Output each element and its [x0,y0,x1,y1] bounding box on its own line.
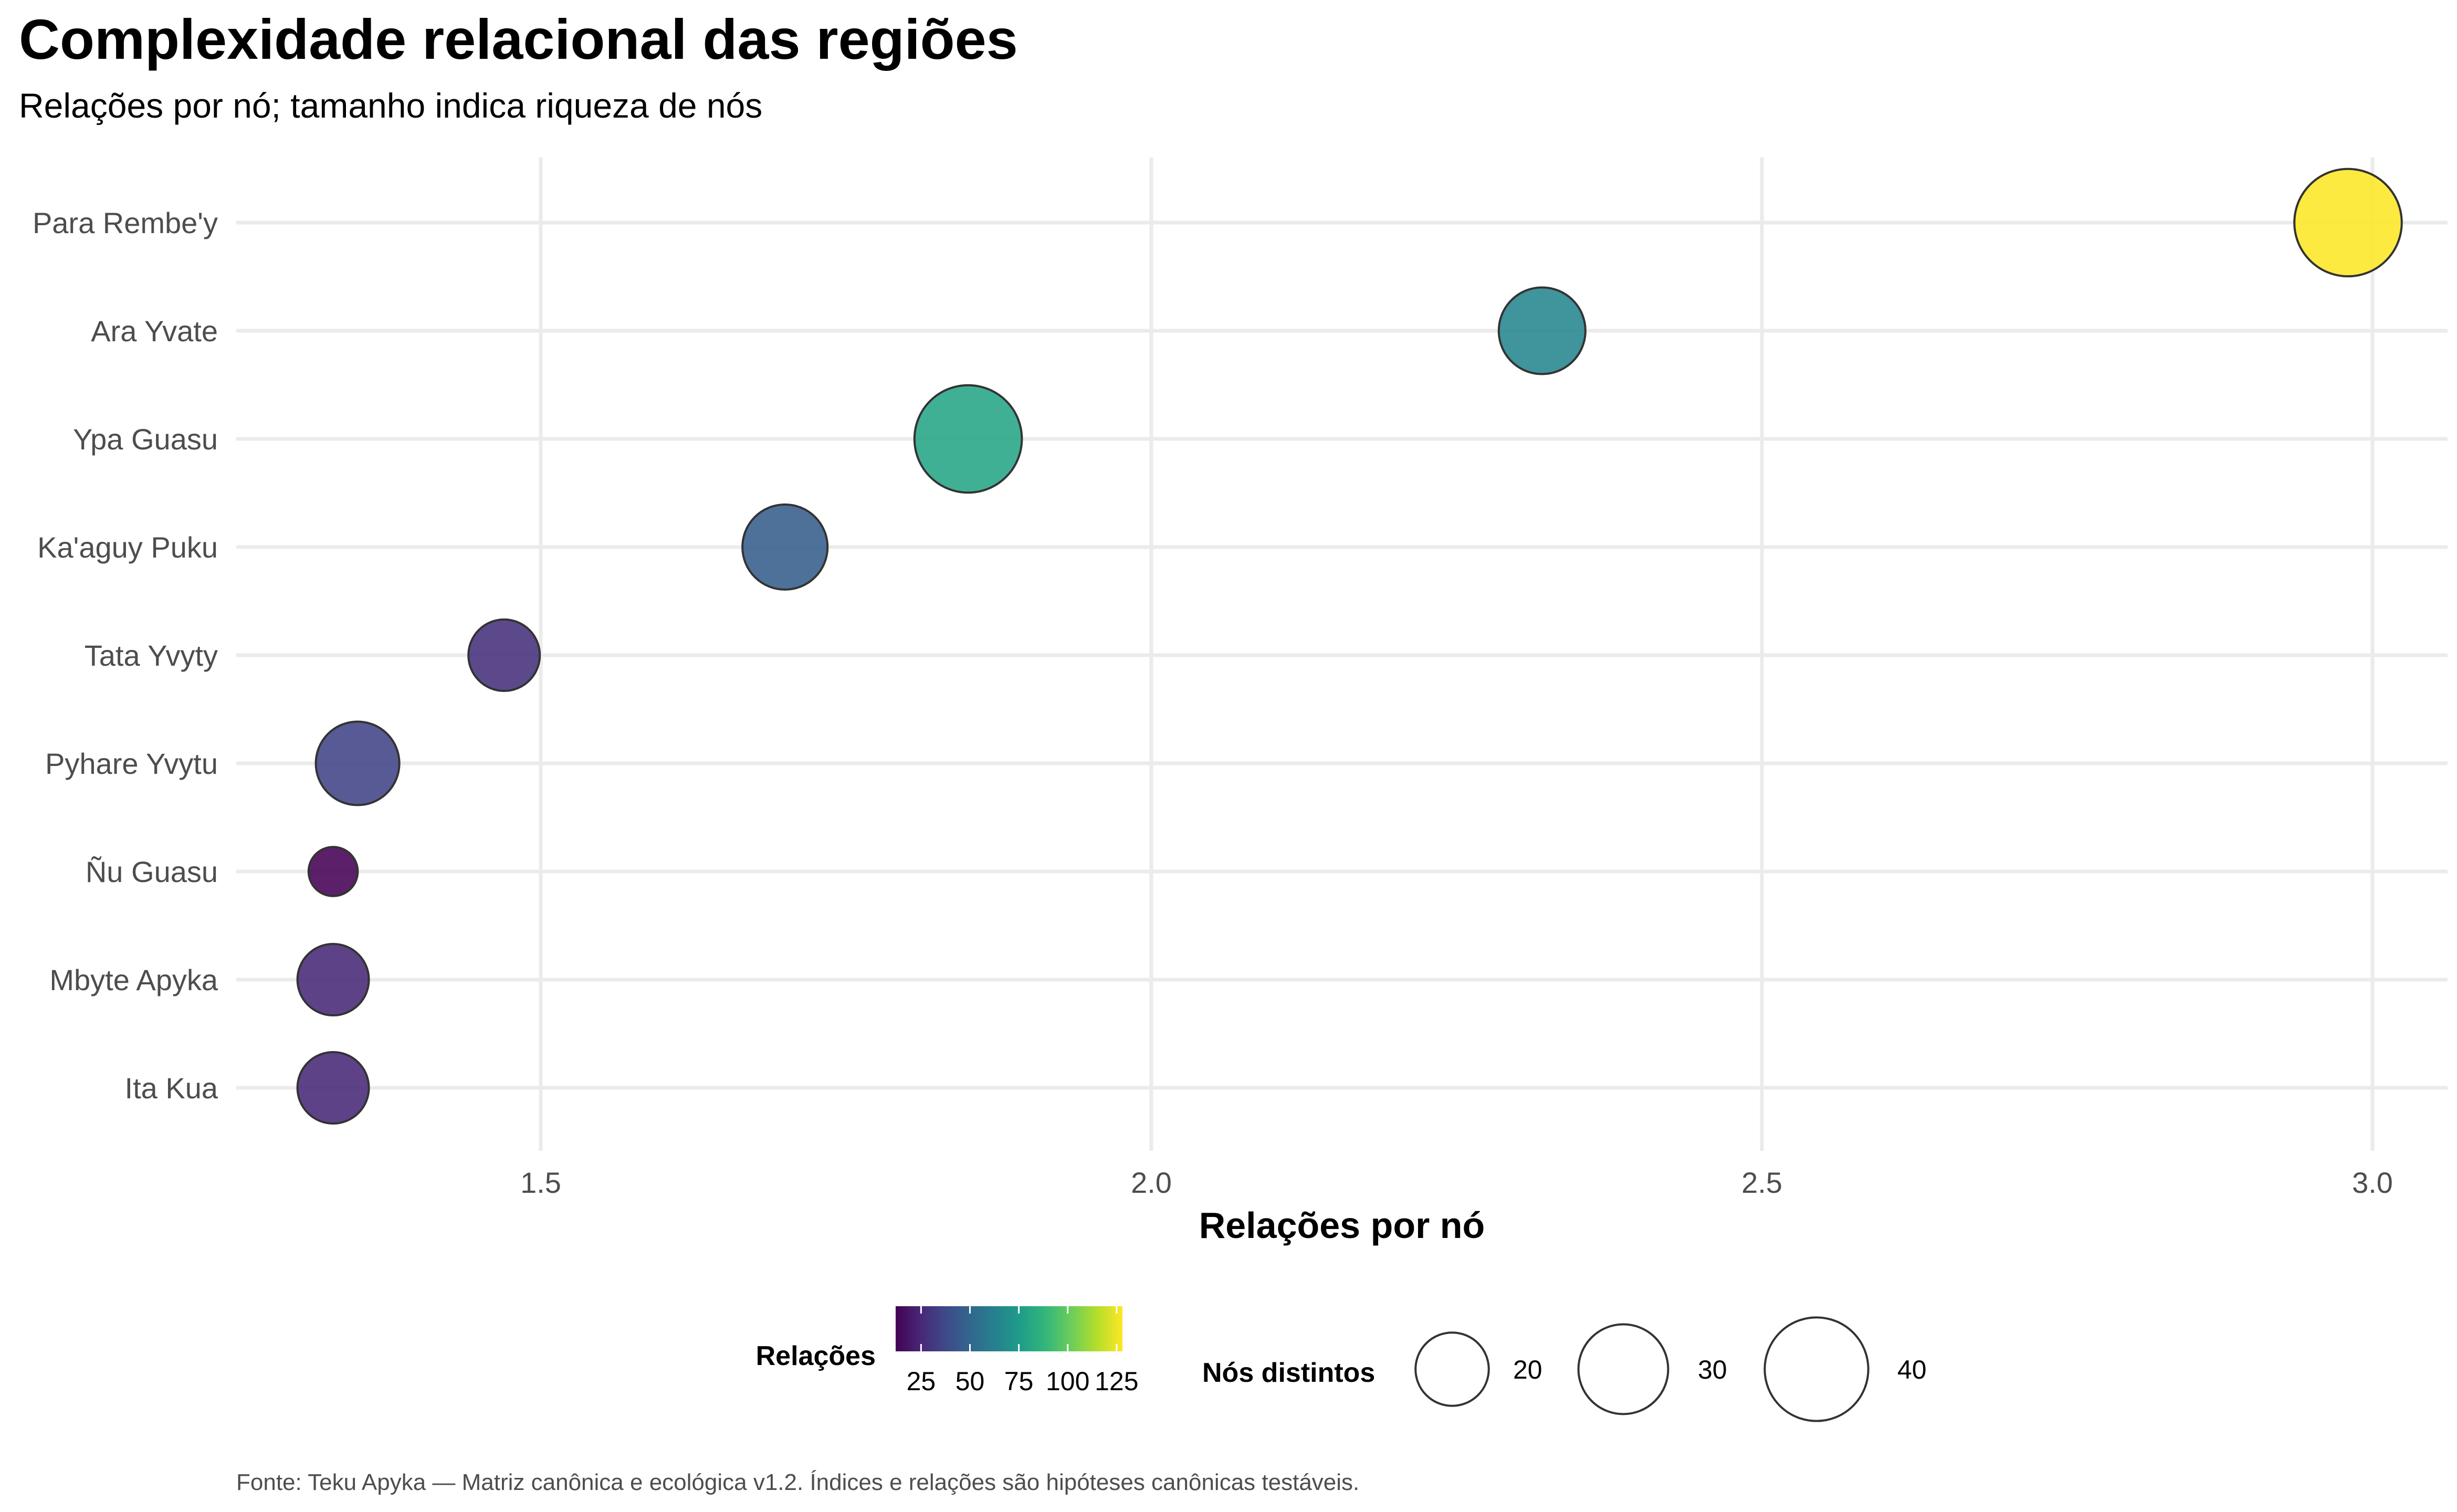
y-tick-label: Ypa Guasu [73,423,218,456]
data-point [296,943,370,1016]
chart-subtitle: Relações por nó; tamanho indica riqueza … [19,86,762,125]
y-tick-label: Para Rembe'y [33,206,218,239]
size-legend-circle [1414,1331,1490,1407]
color-legend-title: Relações [756,1341,876,1371]
y-tick-label: Mbyte Apyka [49,963,218,996]
size-legend-items: 20 30 40 [1414,1316,1927,1422]
chart-caption: Fonte: Teku Apyka — Matriz canônica e ec… [236,1469,1359,1495]
y-tick-label: Tata Yvyty [85,639,218,672]
color-legend-label: 75 [1004,1367,1034,1396]
y-tick-label: Pyhare Yvytu [45,747,218,780]
x-axis-label: Relações por nó [1199,1205,1485,1246]
size-legend-circle [1763,1316,1870,1422]
data-point [296,1051,370,1125]
data-point [314,720,401,806]
data-point [913,384,1023,494]
x-tick-label: 2.0 [1131,1166,1172,1199]
data-point [2293,167,2403,278]
data-point [741,503,829,591]
y-axis-ticks: Para Rembe'y Ara Yvate Ypa Guasu Ka'aguy Pu… [33,206,218,1105]
legend: Relações 25 50 75 100 125 Nós distintos 20 30… [756,1306,1927,1422]
x-axis-ticks: 1.5 2.0 2.5 3.0 [520,1166,2393,1199]
size-legend-label: 30 [1698,1355,1727,1384]
chart-title: Complexidade relacional das regiões [19,7,1018,71]
y-tick-label: Ara Yvate [91,314,218,348]
color-legend-label: 100 [1046,1367,1089,1396]
color-legend-label: 25 [907,1367,936,1396]
size-legend-title: Nós distintos [1202,1358,1375,1388]
size-legend-label: 20 [1513,1355,1542,1384]
data-point [1497,286,1587,375]
size-legend-label: 40 [1897,1355,1927,1384]
data-point [467,618,541,692]
x-tick-label: 1.5 [520,1166,561,1199]
color-legend-label: 125 [1095,1367,1138,1396]
grid-lines [236,158,2448,1151]
x-tick-label: 2.5 [1741,1166,1782,1199]
size-legend-circle [1577,1323,1670,1415]
color-legend-label: 50 [956,1367,985,1396]
data-points [296,167,2403,1125]
data-point [307,846,359,897]
color-legend-ticks: 25 50 75 100 125 [907,1306,1139,1396]
y-tick-label: Ka'aguy Puku [37,531,218,564]
y-tick-label: Ita Kua [125,1072,218,1105]
y-tick-label: Ñu Guasu [86,855,218,888]
color-legend-bar [896,1306,1122,1351]
x-tick-label: 3.0 [2352,1166,2393,1199]
